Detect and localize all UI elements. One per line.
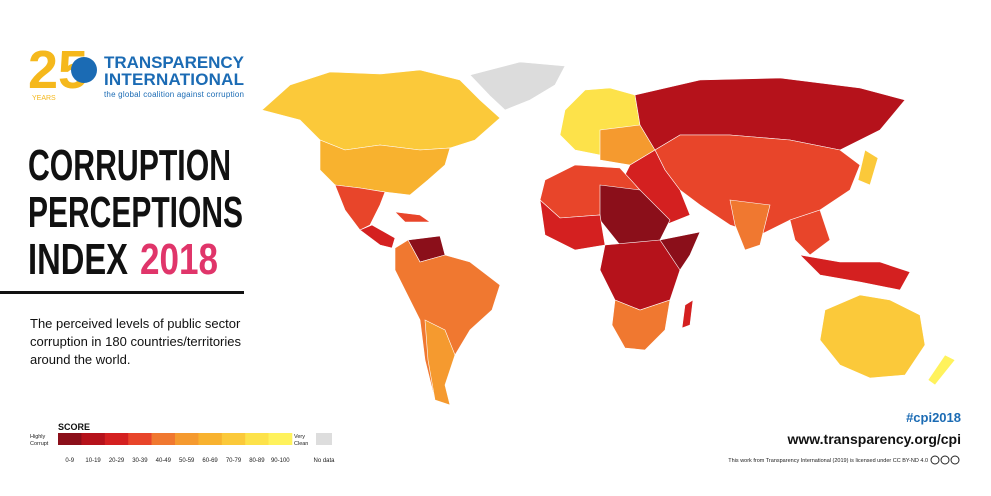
- description-line: around the world.: [30, 352, 130, 367]
- description-line: corruption in 180 countries/territories: [30, 334, 241, 349]
- india: [729, 199, 771, 251]
- legend-low-label: Highly: [30, 434, 46, 440]
- logo-years: YEARS: [32, 95, 56, 102]
- chile-argentina: [424, 319, 456, 406]
- legend-swatch: [221, 433, 246, 445]
- caribbean: [394, 211, 431, 223]
- japan: [857, 149, 879, 186]
- legend-range: 50-59: [179, 458, 195, 464]
- legend-swatch: [245, 433, 269, 445]
- cc-icons: [930, 455, 960, 465]
- url: www.transparency.org/cpi: [787, 431, 962, 447]
- new-zealand: [927, 354, 956, 386]
- legend-range: 90-100: [271, 458, 290, 464]
- hashtag: #cpi2018: [906, 410, 961, 425]
- legend-range: 20-29: [109, 458, 125, 464]
- legend-high-label: Very: [294, 434, 305, 440]
- legend-range: 30-39: [132, 458, 148, 464]
- title-year: 2018: [140, 235, 218, 284]
- southeast-asia: [789, 209, 831, 256]
- legend-no-data-label: No data: [313, 458, 335, 464]
- legend-swatch: [268, 433, 293, 445]
- legend-range: 40-49: [156, 458, 172, 464]
- world-map: [261, 61, 956, 406]
- legend-swatch: [58, 433, 82, 445]
- legend-low-label: Corrupt: [30, 441, 49, 447]
- legend-high-label: Clean: [294, 441, 308, 447]
- org-name: TRANSPARENCY: [104, 53, 245, 72]
- australia: [819, 294, 926, 379]
- legend-swatch: [104, 433, 129, 445]
- title-line: INDEX: [28, 235, 128, 284]
- mexico: [334, 184, 386, 231]
- logo-mark: [71, 57, 97, 83]
- legend-range: 0-9: [65, 458, 74, 464]
- legend-title: SCORE: [58, 422, 90, 432]
- canada-alaska: [261, 69, 501, 151]
- legend-range: 10-19: [85, 458, 101, 464]
- title-line: PERCEPTIONS: [28, 188, 243, 237]
- legend: SCORE 0-9 10-19 20-29 30-39 40-49 50-59 60-69 70…: [30, 422, 335, 464]
- legend-range: 70-79: [226, 458, 242, 464]
- southern-africa: [611, 299, 671, 351]
- license: This work from Transparency Internationa…: [728, 458, 928, 464]
- greenland: [469, 61, 566, 111]
- indonesia: [799, 254, 911, 291]
- legend-no-data-swatch: [316, 433, 332, 445]
- legend-swatch: [128, 433, 152, 445]
- legend-range: 60-69: [202, 458, 218, 464]
- legend-swatch: [151, 433, 176, 445]
- legend-swatch: [81, 433, 106, 445]
- legend-range: 80-89: [249, 458, 265, 464]
- tagline: the global coalition against corruption: [104, 90, 244, 99]
- title-rule: [0, 291, 244, 294]
- description: The perceived levels of public sector cor…: [30, 316, 241, 367]
- central-america: [359, 224, 396, 249]
- legend-swatch: [175, 433, 199, 445]
- horn-of-africa: [659, 231, 701, 271]
- description-line: The perceived levels of public sector: [30, 316, 241, 331]
- title-line: CORRUPTION: [28, 141, 231, 190]
- legend-swatch: [198, 433, 223, 445]
- madagascar: [681, 299, 694, 329]
- south-america: [394, 239, 501, 406]
- org-name: INTERNATIONAL: [104, 70, 244, 89]
